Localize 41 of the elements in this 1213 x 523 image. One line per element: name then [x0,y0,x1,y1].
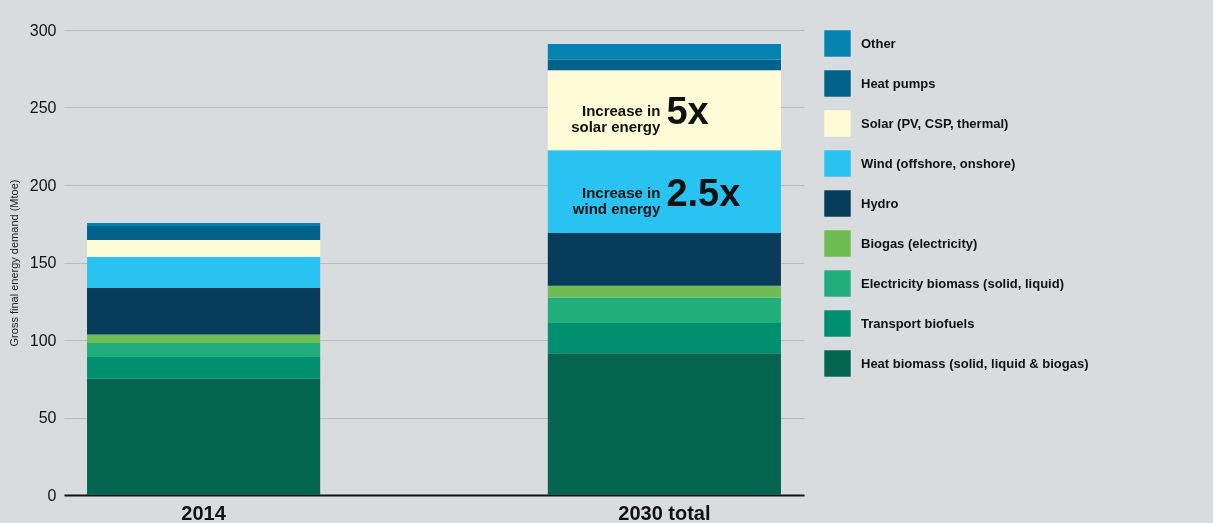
bar [87,378,321,495]
y-tick-label: 0 [47,486,57,504]
annotation: Increase in wind energy [571,184,662,217]
legend-label: Transport biofuels [861,315,975,331]
legend-label: Wind (offshore, onshore) [861,155,1016,171]
bar [87,343,321,358]
bar [547,297,781,323]
x-tick-label: 2014 [181,501,227,523]
bar [547,233,781,286]
bar [547,150,781,234]
bar [547,70,781,151]
legend-label: Electricity biomass (solid, liquid) [861,275,1064,291]
bar [87,240,321,258]
y-tick-label: 250 [29,99,57,116]
annotation: 2.5x [666,172,741,214]
bar [87,222,321,227]
legend-label: Heat biomass (solid, liquid & biogas) [861,355,1089,371]
bar [87,288,321,335]
bar [547,322,781,354]
y-tick-label: 150 [29,254,57,271]
y-tick-label: 50 [38,409,57,426]
y-tick-label: 300 [29,21,57,39]
y-axis-title: Gross final energy demand (Mtoe) [7,179,20,347]
bar [547,59,781,71]
bar [87,357,321,379]
bar [87,257,321,289]
bar [547,285,781,298]
bar [87,334,321,344]
bar [547,353,781,495]
annotation: Increase in solar energy [571,102,662,135]
legend-label: Other [861,35,896,51]
legend-label: Hydro [861,195,899,211]
bar [87,226,321,241]
legend-label: Solar (PV, CSP, thermal) [861,115,1009,131]
legend-label: Biogas (electricity) [861,235,978,251]
legend-label: Heat pumps [861,75,936,91]
annotation: 5x [666,90,709,132]
y-tick-label: 200 [29,176,57,194]
bar [547,43,781,60]
y-tick-label: 100 [29,331,57,349]
x-tick-label: 2030 total [618,501,711,523]
